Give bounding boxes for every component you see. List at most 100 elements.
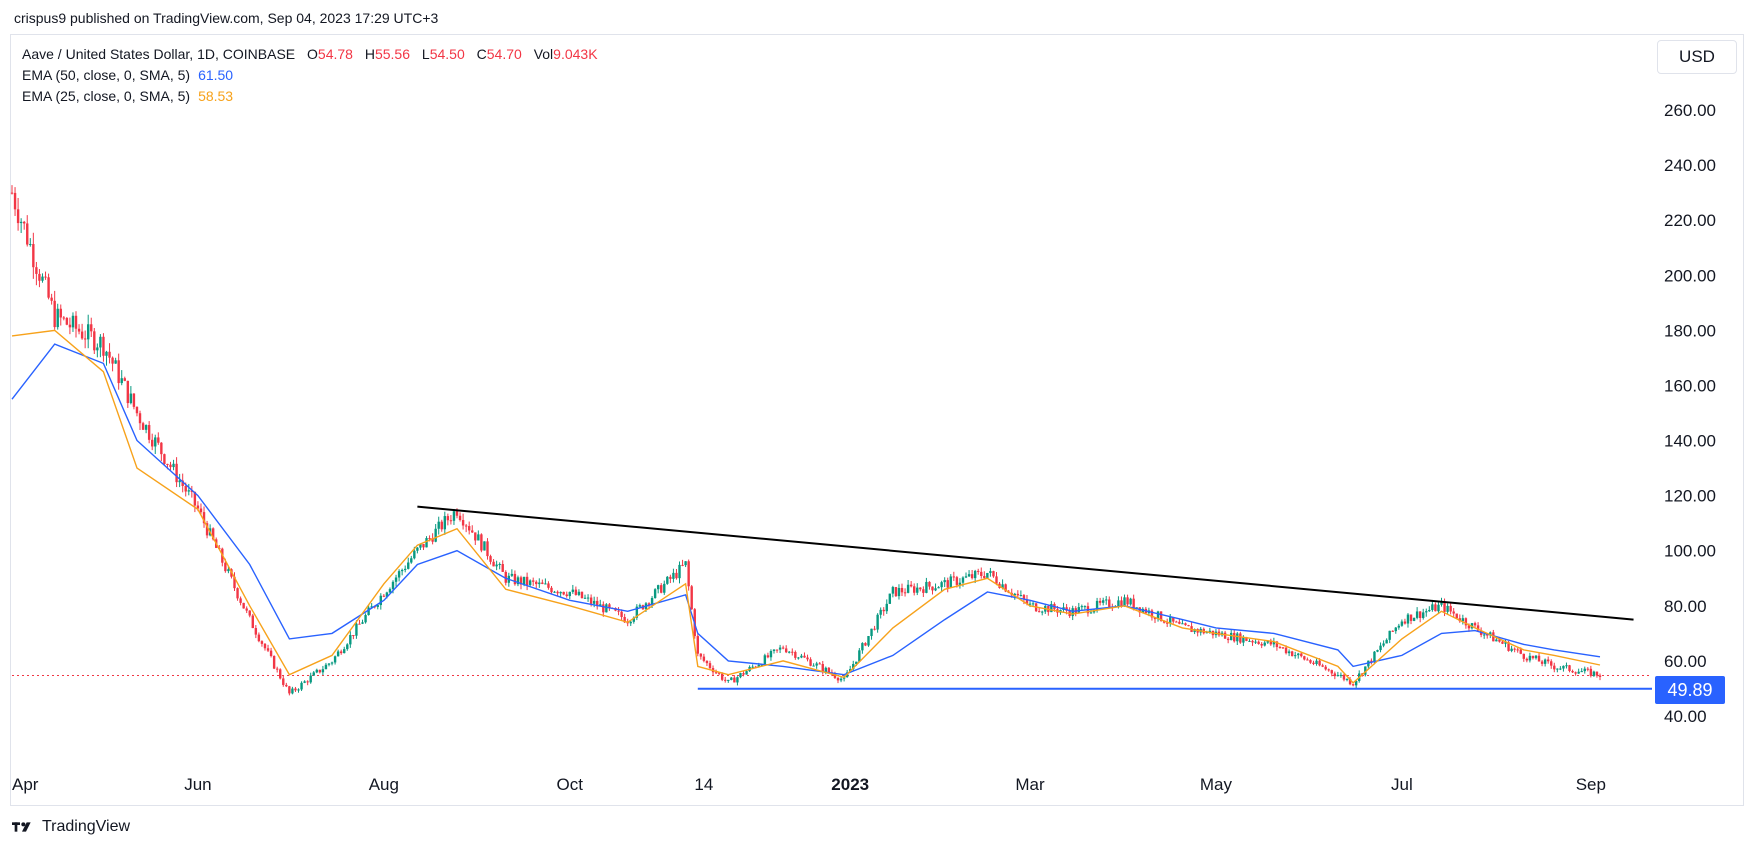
candle-body (291, 688, 294, 694)
candle-body (269, 650, 273, 656)
candle-body (419, 544, 422, 548)
candle-body (1550, 661, 1553, 666)
candle-body (367, 607, 370, 616)
candle-body (1428, 609, 1431, 612)
candle-body (434, 528, 437, 542)
candle-body (1437, 604, 1440, 612)
candle-body (263, 643, 267, 649)
candle-body (251, 615, 254, 629)
candle-body (114, 360, 117, 364)
y-tick-label: 100.00 (1664, 542, 1716, 561)
candle-body (288, 686, 291, 694)
candle-body (141, 423, 145, 430)
candle-body (10, 192, 14, 194)
y-tick-label: 180.00 (1664, 321, 1716, 340)
candle-body (855, 661, 858, 664)
candle-body (1464, 618, 1468, 626)
candle-body (1370, 660, 1373, 663)
candle-body (1297, 653, 1300, 656)
candle-body (443, 516, 447, 530)
candle-body (333, 656, 337, 663)
candle-body (986, 572, 989, 579)
candle-body (480, 534, 483, 551)
descending-trendline[interactable] (417, 505, 1634, 621)
candle-body (1135, 607, 1138, 609)
candle-body (147, 425, 151, 440)
candle-body (1403, 621, 1407, 624)
candle-body (827, 667, 831, 673)
candle-body (559, 591, 562, 594)
candle-body (663, 583, 666, 593)
low-value: 54.50 (429, 46, 465, 62)
candle-body (708, 663, 712, 669)
x-tick-label: May (1200, 775, 1233, 794)
candle-body (199, 508, 203, 513)
candle-body (99, 336, 102, 348)
candle-body (266, 648, 270, 651)
candle-body (1409, 614, 1413, 621)
candle-body (861, 643, 864, 651)
candle-body (666, 576, 669, 584)
candle-body (788, 651, 791, 653)
candle-body (1117, 600, 1120, 607)
candle-body (605, 604, 608, 613)
candle-body (794, 651, 797, 658)
candle-body (562, 591, 565, 595)
candle-body (211, 528, 215, 540)
legend-ema50-row[interactable]: EMA (50, close, 0, SMA, 5) 61.50 (22, 65, 598, 86)
candle-body (376, 605, 379, 607)
candle-body (1455, 613, 1458, 619)
candle-body (1233, 632, 1236, 642)
candle-body (227, 569, 230, 572)
candle-body (1306, 659, 1309, 661)
candle-body (1595, 671, 1599, 676)
candle-body (1254, 641, 1257, 643)
candle-body (90, 324, 93, 332)
candle-body (809, 659, 812, 666)
candle-body (352, 635, 355, 637)
legend-ema25-row[interactable]: EMA (25, close, 0, SMA, 5) 58.53 (22, 86, 598, 107)
candle-body (1425, 611, 1428, 613)
publisher-caption: crispus9 published on TradingView.com, S… (14, 10, 439, 26)
candle-body (730, 677, 733, 680)
candle-body (1406, 614, 1410, 624)
candle-body (714, 672, 718, 674)
candle-body (254, 628, 258, 635)
candle-body (1071, 608, 1074, 617)
candle-body (909, 584, 913, 587)
candle-body (144, 425, 148, 430)
candle-body (59, 308, 62, 318)
candle-body (1041, 611, 1044, 613)
candle-body (501, 564, 504, 572)
ema25-label: EMA (25, close, 0, SMA, 5) (22, 88, 191, 104)
candle-body (891, 587, 895, 594)
candle-body (1342, 674, 1346, 680)
candle-body (699, 653, 703, 657)
candle-body (1440, 601, 1443, 605)
candle-body (1562, 665, 1565, 669)
candle-body (751, 666, 754, 668)
candle-body (678, 564, 681, 579)
footer-brand[interactable]: TradingView (12, 818, 130, 836)
candle-body (397, 571, 401, 578)
candle-body (1251, 640, 1254, 643)
candle-body (977, 570, 980, 572)
candle-body (1348, 678, 1352, 685)
candle-body (623, 616, 626, 623)
candle-body (733, 677, 736, 683)
candle-body (449, 520, 453, 522)
candle-body (400, 569, 404, 572)
candle-body (190, 490, 194, 492)
candle-body (321, 669, 325, 673)
candle-body (913, 586, 916, 593)
currency-button[interactable]: USD (1657, 40, 1737, 74)
candle-body (1345, 678, 1349, 680)
candle-body (1016, 593, 1020, 596)
y-tick-label: 260.00 (1664, 101, 1716, 120)
candle-body (205, 523, 209, 536)
candle-body (504, 571, 507, 583)
y-tick-label: 40.00 (1664, 707, 1707, 726)
candle-body (1294, 655, 1297, 657)
candle-body (687, 561, 690, 587)
